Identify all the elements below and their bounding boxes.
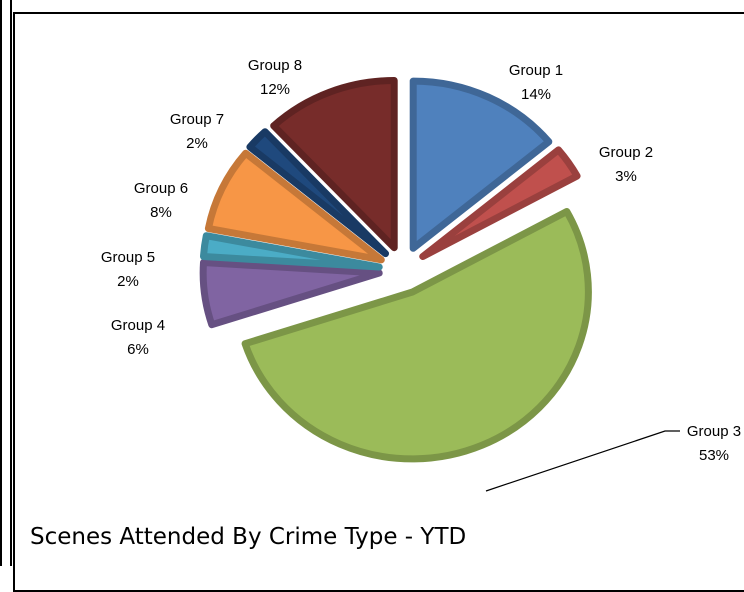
pie-slice-8 bbox=[270, 77, 398, 252]
pie-slice-3 bbox=[241, 208, 592, 463]
data-label-group-6: Group 6 8% bbox=[134, 180, 188, 221]
slice-name: Group 6 bbox=[134, 180, 188, 197]
slice-percent: 2% bbox=[186, 135, 208, 152]
data-label-group-7: Group 7 2% bbox=[170, 111, 224, 152]
slice-name: Group 8 bbox=[248, 57, 302, 74]
pie-slice-4 bbox=[199, 259, 383, 329]
slice-name: Group 7 bbox=[170, 111, 224, 128]
slice-percent: 2% bbox=[117, 273, 139, 290]
pie-slice-5 bbox=[200, 232, 383, 271]
data-label-group-2: Group 2 3% bbox=[599, 144, 653, 185]
slice-percent: 8% bbox=[150, 204, 172, 221]
slice-name: Group 3 bbox=[687, 423, 741, 440]
data-label-group-8: Group 8 12% bbox=[248, 57, 302, 98]
data-label-group-5: Group 5 2% bbox=[101, 249, 155, 290]
slice-name: Group 2 bbox=[599, 144, 653, 161]
slice-name: Group 1 bbox=[509, 62, 563, 79]
slice-percent: 14% bbox=[521, 86, 551, 103]
leader-line-group-3 bbox=[485, 430, 680, 492]
pie-chart: Group 1 14%Group 2 3%Group 3 53%Group 4 6%Gr… bbox=[101, 57, 741, 492]
slice-percent: 12% bbox=[260, 81, 290, 98]
pie-slice-7 bbox=[246, 128, 389, 258]
pie-slice-2 bbox=[419, 146, 581, 260]
pie-slice-6 bbox=[204, 149, 385, 264]
slice-name: Group 5 bbox=[101, 249, 155, 266]
data-label-group-1: Group 1 14% bbox=[509, 62, 563, 103]
data-label-group-3: Group 3 53% bbox=[687, 423, 741, 464]
slice-percent: 3% bbox=[615, 168, 637, 185]
slice-name: Group 4 bbox=[111, 317, 165, 334]
chart-title: Scenes Attended By Crime Type - YTD bbox=[30, 524, 467, 550]
slice-percent: 6% bbox=[127, 341, 149, 358]
data-label-group-4: Group 4 6% bbox=[111, 317, 165, 358]
pie-slice-1 bbox=[409, 77, 553, 252]
window-left-border bbox=[0, 0, 12, 566]
slice-percent: 53% bbox=[699, 447, 729, 464]
